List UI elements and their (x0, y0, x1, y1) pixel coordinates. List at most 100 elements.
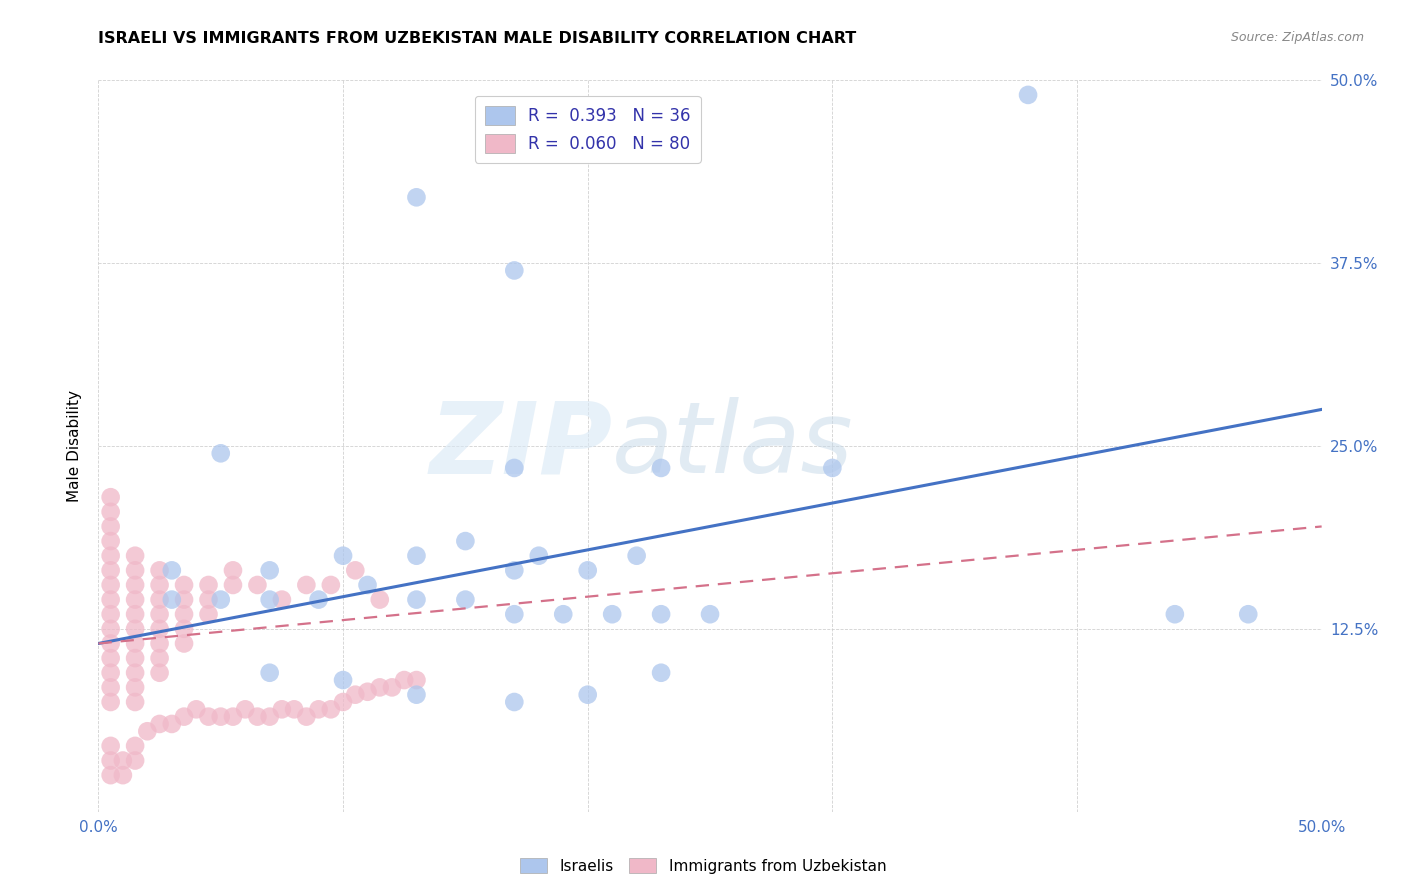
Point (1164, 607, 1187, 622)
Point (503, 607, 526, 622)
Point (356, 578, 378, 592)
Point (503, 563, 526, 577)
Point (222, 563, 245, 577)
Point (209, 709, 232, 723)
Point (124, 622, 146, 636)
Point (160, 717, 183, 731)
Point (149, 651, 172, 665)
Point (197, 592, 219, 607)
Point (100, 665, 122, 680)
Point (173, 709, 195, 723)
Point (124, 739, 146, 753)
Point (149, 578, 172, 592)
Point (295, 709, 318, 723)
Legend: R =  0.393   N = 36, R =  0.060   N = 80: R = 0.393 N = 36, R = 0.060 N = 80 (475, 96, 700, 162)
Point (149, 622, 172, 636)
Point (209, 446, 232, 460)
Point (527, 549, 550, 563)
Point (124, 681, 146, 695)
Point (283, 702, 305, 716)
Point (576, 563, 599, 577)
Point (308, 702, 330, 716)
Point (246, 578, 269, 592)
Point (100, 519, 122, 533)
Point (600, 607, 623, 622)
Point (259, 665, 281, 680)
Text: Source: ZipAtlas.com: Source: ZipAtlas.com (1230, 31, 1364, 45)
Point (454, 534, 477, 549)
Point (100, 534, 122, 549)
Point (308, 592, 330, 607)
Point (124, 754, 146, 768)
Point (124, 636, 146, 650)
Point (1017, 87, 1039, 102)
Point (405, 549, 427, 563)
Point (160, 592, 183, 607)
Point (259, 563, 281, 577)
Point (222, 709, 245, 723)
Point (405, 673, 427, 687)
Point (650, 665, 672, 680)
Point (197, 578, 219, 592)
Point (173, 592, 195, 607)
Point (197, 607, 219, 622)
Point (368, 592, 391, 607)
Point (100, 754, 122, 768)
Point (100, 578, 122, 592)
Point (197, 709, 219, 723)
Point (209, 592, 232, 607)
Point (368, 681, 391, 695)
Point (186, 702, 208, 716)
Point (100, 622, 122, 636)
Point (124, 563, 146, 577)
Point (149, 717, 172, 731)
Point (405, 688, 427, 702)
Point (100, 695, 122, 709)
Point (111, 768, 134, 782)
Point (124, 651, 146, 665)
Point (650, 607, 672, 622)
Point (405, 592, 427, 607)
Point (259, 592, 281, 607)
Point (100, 549, 122, 563)
Point (356, 685, 378, 699)
Point (650, 461, 672, 475)
Point (503, 461, 526, 475)
Point (699, 607, 721, 622)
Point (233, 702, 256, 716)
Point (100, 681, 122, 695)
Point (392, 673, 416, 687)
Point (100, 651, 122, 665)
Point (270, 592, 294, 607)
Point (100, 490, 122, 504)
Point (100, 592, 122, 607)
Point (100, 607, 122, 622)
Point (332, 695, 354, 709)
Point (319, 702, 342, 716)
Point (100, 768, 122, 782)
Point (100, 563, 122, 577)
Point (173, 607, 195, 622)
Point (149, 592, 172, 607)
Point (344, 563, 367, 577)
Point (173, 622, 195, 636)
Point (111, 754, 134, 768)
Point (295, 578, 318, 592)
Point (1237, 607, 1260, 622)
Y-axis label: Male Disability: Male Disability (67, 390, 83, 502)
Point (173, 636, 195, 650)
Legend: Israelis, Immigrants from Uzbekistan: Israelis, Immigrants from Uzbekistan (513, 852, 893, 880)
Point (160, 563, 183, 577)
Point (124, 695, 146, 709)
Point (124, 665, 146, 680)
Point (344, 688, 367, 702)
Point (149, 665, 172, 680)
Point (270, 702, 294, 716)
Point (553, 607, 575, 622)
Point (454, 592, 477, 607)
Point (503, 263, 526, 277)
Text: ISRAELI VS IMMIGRANTS FROM UZBEKISTAN MALE DISABILITY CORRELATION CHART: ISRAELI VS IMMIGRANTS FROM UZBEKISTAN MA… (98, 31, 856, 46)
Point (319, 578, 342, 592)
Point (149, 636, 172, 650)
Point (124, 607, 146, 622)
